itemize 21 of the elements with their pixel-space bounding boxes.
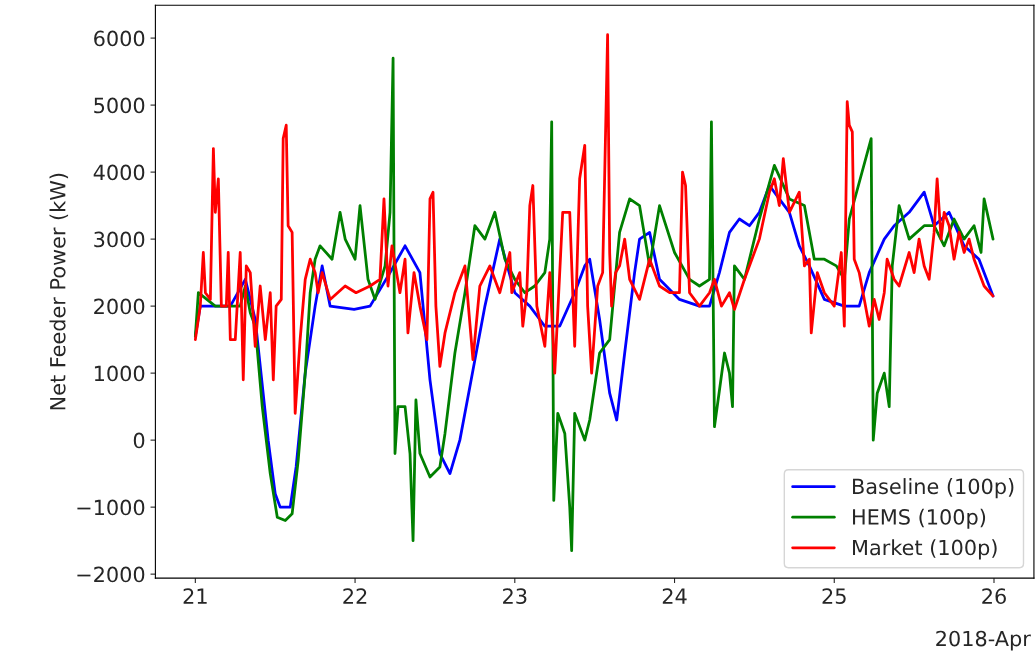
x-tick-label: 21 [183, 588, 207, 604]
legend-label: Baseline (100p) [853, 478, 1014, 499]
y-tick-label: 1000 [94, 365, 145, 382]
x-tick-label: 24 [662, 588, 687, 604]
x-tick-label: 22 [343, 588, 367, 604]
text: 2018-Apr [936, 630, 1031, 651]
y-tick-label: 0 [133, 432, 145, 449]
y-tick-label: 4000 [93, 164, 145, 181]
y-tick-label: 2000 [94, 298, 145, 315]
y-tick-label: −1000 [77, 499, 145, 516]
x-tick-label: 25 [822, 588, 846, 605]
x-tick-label: 26 [982, 588, 1006, 605]
x-tick-label: 23 [503, 588, 527, 605]
y-tick-label: −2000 [77, 566, 145, 583]
y-axis-title: Net Feeder Power (kW) [49, 173, 69, 410]
y-tick-label: 5000 [94, 97, 145, 114]
y-tick-label: 6000 [94, 30, 145, 47]
y-tick-label: 3000 [94, 231, 145, 248]
line-series [193, 33, 995, 415]
legend-label: Market (100p) [853, 539, 997, 560]
legend-label: HEMS (100p) [853, 508, 986, 529]
